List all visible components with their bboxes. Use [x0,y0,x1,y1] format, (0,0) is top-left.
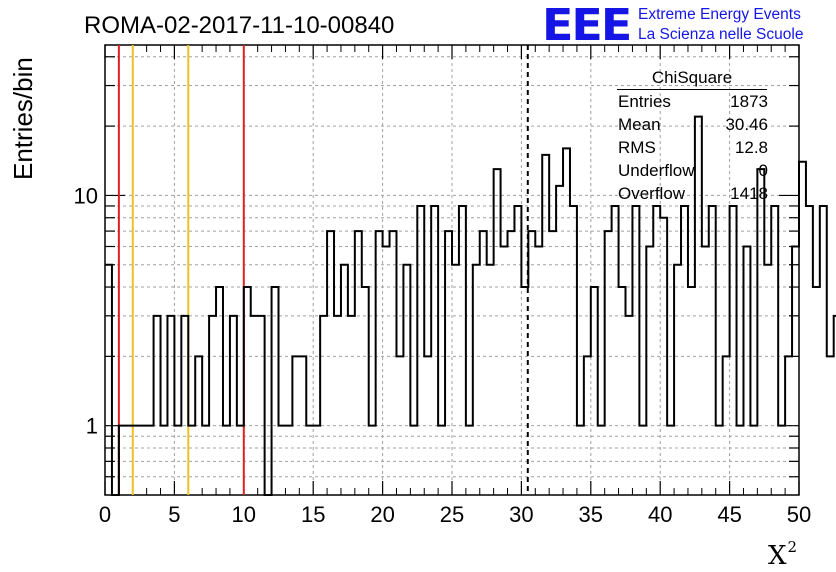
y-axis-label: Entries/bin [8,57,38,180]
x-tick-label: 5 [168,502,180,527]
x-axis-label-superscript: 2 [787,538,798,556]
y-tick-label: 10 [74,183,98,208]
stats-row: Overflow 1418 [612,182,772,205]
stats-row: Underflow 0 [612,159,772,182]
stats-value: 30.46 [725,115,768,134]
page-title: ROMA-02-2017-11-10-00840 [84,12,395,39]
stats-value: 1418 [730,184,768,203]
x-tick-label: 25 [440,502,464,527]
stats-row: Entries 1873 [612,90,772,113]
histogram-line [105,115,836,496]
x-axis-label: X2 [768,538,797,571]
logo-line1: Extreme Energy Events [638,6,801,23]
x-axis-label-text: X [768,541,787,571]
stats-value: 1873 [730,92,768,111]
y-tick-label: 1 [86,414,98,439]
x-tick-label: 50 [787,502,811,527]
grid [105,45,799,495]
x-tick-label: 45 [717,502,741,527]
stats-label: RMS [618,138,656,157]
stats-box: ChiSquare Entries 1873 Mean 30.46 RMS 12… [612,68,772,205]
stats-title: ChiSquare [617,68,767,90]
stats-label: Entries [618,92,671,111]
x-tick-label: 15 [301,502,325,527]
stats-label: Overflow [618,184,686,203]
eee-logo: EEE Extreme Energy Events La Scienza nel… [542,0,803,51]
stats-label: Mean [618,115,661,134]
x-tick-label: 10 [232,502,256,527]
x-tick-label: 0 [99,502,111,527]
x-tick-label: 35 [579,502,603,527]
stats-value: 0 [758,161,768,180]
stats-row: Mean 30.46 [612,113,772,136]
logo-line2: La Scienza nelle Scuole [638,26,804,43]
x-tick-label: 30 [509,502,533,527]
logo-text: Extreme Energy Events La Scienza nelle S… [638,5,803,45]
logo-mark: EEE [542,0,632,51]
x-tick-label: 40 [648,502,672,527]
stats-value: 12.8 [734,138,768,157]
stats-label: Underflow [618,161,695,180]
x-tick-label: 20 [370,502,394,527]
stats-row: RMS 12.8 [612,136,772,159]
tick-labels: 0 5 10 15 20 25 30 35 40 45 50 1 10 [74,183,812,527]
